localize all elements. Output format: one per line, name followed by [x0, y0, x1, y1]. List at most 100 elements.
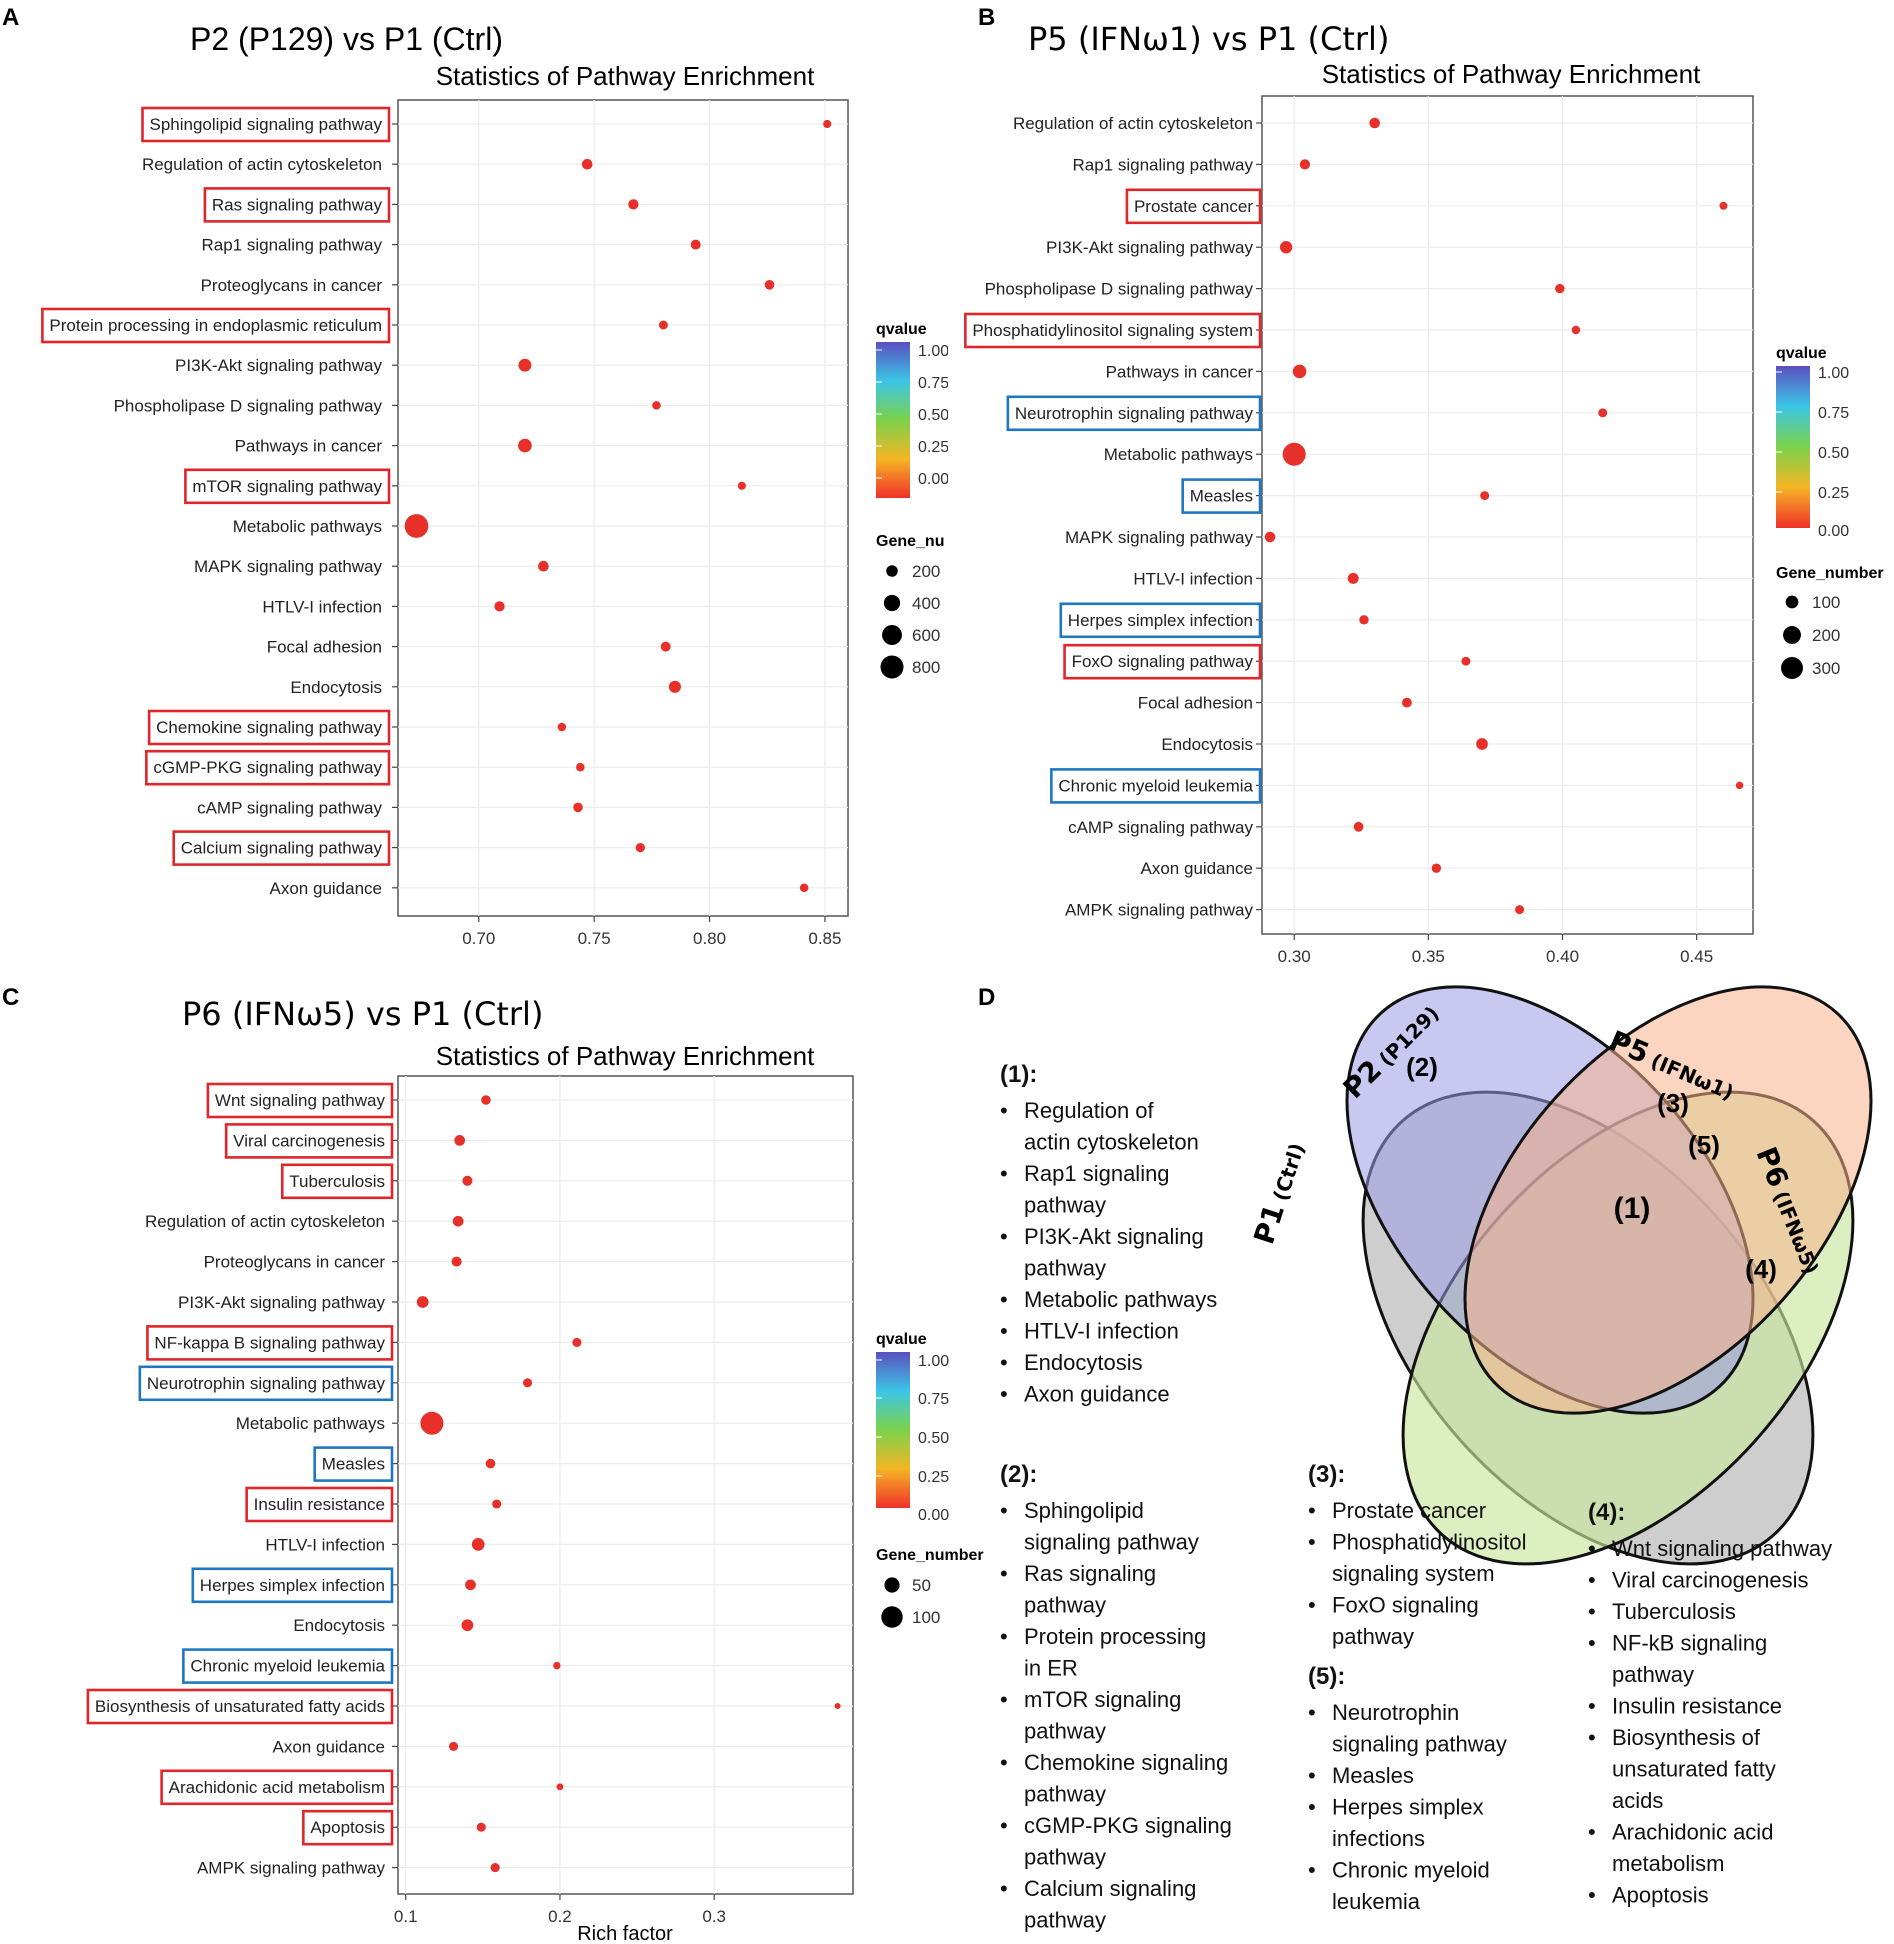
data-point	[523, 1378, 533, 1388]
red-highlight-box	[184, 468, 391, 505]
venn-list-item: pathway	[1024, 1256, 1106, 1281]
pathway-label: Endocytosis	[1161, 735, 1253, 754]
pathway-label: Endocytosis	[293, 1616, 385, 1635]
data-point	[635, 842, 645, 853]
pathway-label: Axon guidance	[273, 1737, 385, 1756]
qvalue-legend-label: 0.50	[918, 407, 949, 424]
data-point	[448, 1741, 459, 1751]
panel-title-b: P5 (IFNω1) vs P1 (Ctrl)	[1028, 20, 1389, 58]
pathway-label: Phosphatidylinositol signaling system	[972, 321, 1253, 340]
venn-list-item: signaling pathway	[1024, 1530, 1199, 1555]
panel-title-c: P6 (IFNω5) vs P1 (Ctrl)	[182, 995, 543, 1033]
data-point	[668, 680, 681, 693]
venn-list-item: Chemokine signaling	[1024, 1750, 1228, 1775]
data-point	[556, 1783, 564, 1791]
pathway-label: PI3K-Akt signaling pathway	[178, 1293, 385, 1312]
chart-c-size-title: Gene_number	[876, 1547, 984, 1564]
chart-c-plot-area	[397, 1075, 854, 1895]
pathway-label: Metabolic pathways	[233, 517, 382, 536]
venn-list-item: pathway	[1024, 1782, 1106, 1807]
x-tick-label: 0.35	[1412, 947, 1445, 966]
chart-a-size-legend: Gene_nu 200 400 600 800	[876, 533, 944, 679]
bullet-icon: •	[1588, 1631, 1596, 1656]
bullet-icon: •	[1588, 1883, 1596, 1908]
pathway-label: Herpes simplex infection	[200, 1576, 385, 1595]
data-point	[461, 1619, 474, 1632]
bullet-icon: •	[1000, 1561, 1008, 1586]
venn-p1-name: P1	[1247, 1200, 1291, 1248]
venn-list-item: Arachidonic acid	[1612, 1820, 1773, 1845]
chart-c: Statistics of Pathway Enrichment Wnt sig…	[86, 1041, 984, 1944]
pathway-label: Focal adhesion	[267, 638, 382, 657]
x-tick-label: 0.2	[548, 1907, 572, 1926]
data-point	[823, 119, 832, 129]
venn-list-item: mTOR signaling	[1024, 1687, 1181, 1712]
pathway-label: Arachidonic acid metabolism	[169, 1778, 385, 1797]
size-legend-label: 800	[912, 658, 940, 677]
chart-a-qvalue-colorbar	[876, 342, 910, 498]
x-tick-label: 0.40	[1546, 947, 1579, 966]
venn-list-heading: (5):	[1308, 1663, 1345, 1690]
data-point	[1369, 117, 1380, 129]
venn-list-item: Neurotrophin	[1332, 1700, 1459, 1725]
venn-list-item: Measles	[1332, 1763, 1414, 1788]
bullet-icon: •	[1000, 1876, 1008, 1901]
pathway-label: Neurotrophin signaling pathway	[1015, 404, 1254, 423]
size-legend-label: 300	[1812, 659, 1840, 678]
chart-c-qvalue-title: qvalue	[876, 1331, 927, 1348]
data-point	[660, 641, 671, 652]
data-point	[420, 1411, 444, 1435]
venn-list-item: Apoptosis	[1612, 1883, 1709, 1908]
pathway-label: Proteoglycans in cancer	[204, 1253, 386, 1272]
chart-b-qvalue-title: qvalue	[1776, 345, 1827, 362]
venn-list-item: Viral carcinogenesis	[1612, 1568, 1808, 1593]
data-point	[1292, 364, 1307, 379]
pathway-label: Calcium signaling pathway	[181, 839, 383, 858]
chart-c-qvalue-labels: 1.00 0.75 0.50 0.25 0.00	[876, 1353, 949, 1524]
chart-b-size-items: 100 200 300	[1781, 593, 1840, 679]
data-point	[1480, 491, 1490, 501]
pathway-label: FoxO signaling pathway	[1072, 652, 1254, 671]
bullet-icon: •	[1588, 1820, 1596, 1845]
pathway-label: Pathways in cancer	[235, 437, 383, 456]
chart-a-qvalue-title: qvalue	[876, 321, 927, 338]
venn-set-p5	[1463, 985, 1873, 1415]
venn-list-heading: (4):	[1588, 1499, 1625, 1526]
chart-b-size-legend: Gene_number 100 200 300	[1776, 565, 1884, 679]
venn-list-heading: (3):	[1308, 1461, 1345, 1488]
data-point	[573, 802, 583, 813]
data-point	[1719, 201, 1728, 210]
data-point	[1347, 572, 1359, 584]
red-highlight-box	[141, 106, 391, 143]
venn-region-5: (5)	[1688, 1130, 1720, 1160]
chart-a-pathway-labels: Sphingolipid signaling pathway Regulation…	[41, 106, 398, 898]
pathway-label: HTLV-I infection	[265, 1535, 385, 1554]
venn-region-3: (3)	[1657, 1088, 1689, 1118]
bullet-icon: •	[1308, 1593, 1316, 1618]
bullet-icon: •	[1588, 1568, 1596, 1593]
data-point	[538, 560, 549, 572]
venn-list-item: HTLV-I infection	[1024, 1319, 1179, 1344]
venn-list-item: Chronic myeloid	[1332, 1858, 1490, 1883]
blue-highlight-box	[1006, 395, 1262, 432]
data-point	[452, 1215, 464, 1227]
venn-list-item: pathway	[1332, 1624, 1414, 1649]
bullet-icon: •	[1000, 1382, 1008, 1407]
chart-b-qvalue-colorbar	[1776, 366, 1810, 528]
venn-lists: (1): • Regulation of actin cytoskeleton • Ra…	[1000, 1061, 1832, 1933]
data-point	[690, 239, 701, 250]
x-tick-label: 0.1	[394, 1907, 418, 1926]
x-tick-label: 0.85	[808, 929, 841, 948]
svg-text:P1(Ctrl): P1(Ctrl)	[1247, 1138, 1311, 1248]
bullet-icon: •	[1000, 1161, 1008, 1186]
data-point	[1476, 738, 1488, 750]
venn-list-item: pathway	[1612, 1662, 1694, 1687]
venn-list-item: PI3K-Akt signaling	[1024, 1224, 1204, 1249]
chart-b-plot-area	[1261, 95, 1754, 935]
red-highlight-box	[964, 312, 1262, 349]
chart-a-size-items: 200 400 600 800	[880, 562, 940, 679]
venn-list-item: Biosynthesis of	[1612, 1725, 1761, 1750]
bullet-icon: •	[1000, 1498, 1008, 1523]
venn-list-item: Herpes simplex	[1332, 1795, 1484, 1820]
data-point	[1353, 821, 1364, 832]
